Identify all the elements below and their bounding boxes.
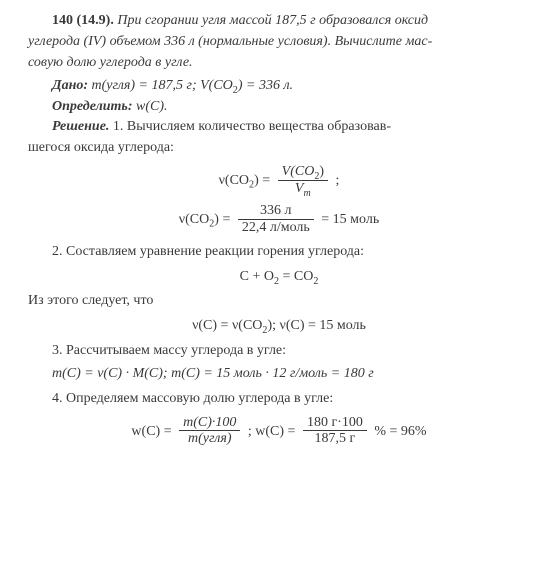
problem-number: 140 (14.9). (52, 13, 114, 28)
step-2: 2. Составляем уравнение реакции горения … (28, 243, 530, 262)
solution-intro: 1. Вычисляем количество вещества образов… (109, 119, 391, 134)
eq2-rhs: = 15 моль (318, 212, 379, 227)
eq3-sub2: 2 (313, 275, 318, 286)
step-3: 3. Рассчитываем массу углерода в угле: (28, 342, 530, 361)
eq2-frac: 336 л22,4 л/моль (238, 203, 314, 236)
eq2-num: 336 л (238, 203, 314, 219)
equation-6: w(C) = m(C)·100m(угля) ; w(C) = 180 г·10… (28, 415, 530, 448)
given-text2: ) = 336 л. (238, 78, 293, 93)
equation-2: ν(CO2) = 336 л22,4 л/моль = 15 моль (28, 203, 530, 236)
find-text: w(C). (133, 99, 168, 114)
eq6-lhs: w(C) = (131, 424, 175, 439)
eq1-frac: V(CO2)Vm (278, 164, 328, 197)
solution-intro-l1: Решение. 1. Вычисляем количество веществ… (28, 118, 530, 137)
equation-1: ν(CO2) = V(CO2)Vm ; (28, 164, 530, 197)
solution-label: Решение. (52, 119, 109, 134)
problem-statement-l1: 140 (14.9). При сгорании угля массой 187… (28, 12, 530, 31)
eq6-mid: ; w(C) = (244, 424, 299, 439)
eq1-lhs-b: ) = (254, 173, 274, 188)
eq6-num1: m(C)·100 (179, 415, 240, 431)
eq6-frac1: m(C)·100m(угля) (179, 415, 240, 448)
eq3-b: = CO (279, 269, 313, 284)
step-4: 4. Определяем массовую долю углерода в у… (28, 390, 530, 409)
eq6-frac2: 180 г·100187,5 г (303, 415, 367, 448)
equation-3: C + O2 = CO2 (28, 268, 530, 287)
eq1-lhs-a: ν(CO (219, 173, 249, 188)
eq2-lhs-b: ) = (214, 212, 234, 227)
eq2-den: 22,4 л/моль (238, 220, 314, 237)
equation-4: ν(C) = ν(CO2); ν(C) = 15 моль (28, 317, 530, 336)
eq1-num-b: ) (319, 164, 324, 179)
find-label: Определить: (52, 99, 133, 114)
find-line: Определить: w(C). (28, 98, 530, 117)
stmt-2: углерода (IV) объемом 336 л (нормальные … (28, 33, 530, 52)
follows-label: Из этого следует, что (28, 292, 530, 311)
eq4-a: ν(C) = ν(CO (192, 318, 262, 333)
eq1-tail: ; (332, 173, 339, 188)
eq1-num-a: V(CO (282, 164, 315, 179)
eq3-a: C + O (240, 269, 274, 284)
eq6-den1: m(угля) (179, 431, 240, 448)
eq6-den2: 187,5 г (303, 431, 367, 448)
eq4-b: ); ν(C) = 15 моль (267, 318, 366, 333)
eq6-rhs: % = 96% (371, 424, 427, 439)
given-label: Дано: (52, 78, 88, 93)
given-line: Дано: m(угля) = 187,5 г; V(CO2) = 336 л. (28, 77, 530, 96)
equation-5: m(C) = ν(C) · M(C); m(C) = 15 моль · 12 … (28, 365, 530, 384)
eq6-num2: 180 г·100 (303, 415, 367, 431)
given-text: m(угля) = 187,5 г; V(CO (88, 78, 233, 93)
eq1-den-sub: m (303, 187, 310, 198)
eq2-lhs-a: ν(CO (179, 212, 209, 227)
page-body: 140 (14.9). При сгорании угля массой 187… (0, 0, 550, 466)
stmt-1: При сгорании угля массой 187,5 г образов… (117, 13, 428, 28)
solution-intro-l2: шегося оксида углерода: (28, 139, 530, 158)
stmt-3: совую долю углерода в угле. (28, 54, 530, 73)
